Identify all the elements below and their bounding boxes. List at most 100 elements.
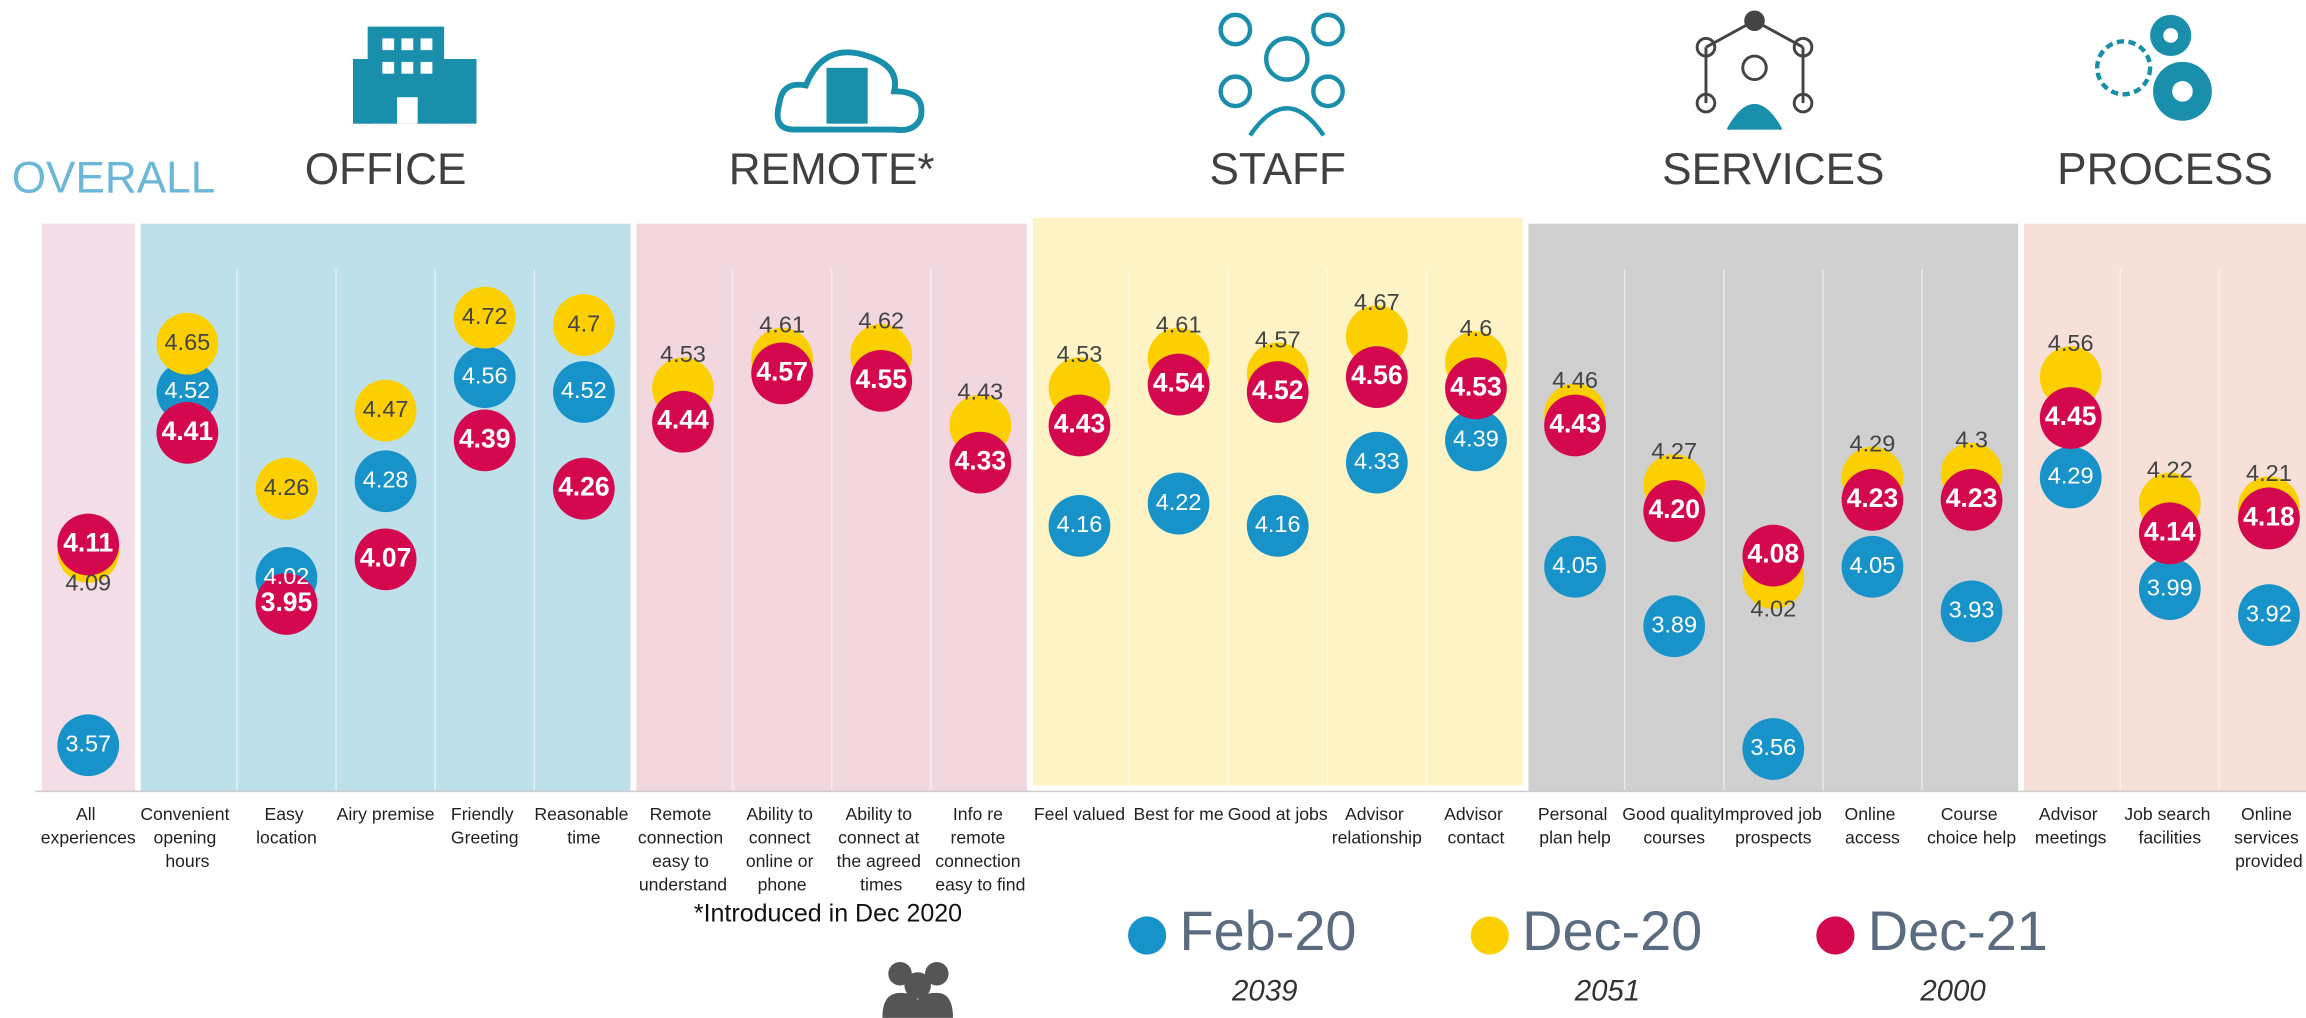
value-label: 4.02 xyxy=(1750,596,1796,622)
x-tick-label: Online services provided xyxy=(2234,804,2304,871)
value-label: 4.43 xyxy=(957,378,1003,404)
legend-sample: 2039 xyxy=(1231,975,1297,1008)
legend-swatch xyxy=(1127,916,1167,955)
value-label: 4.45 xyxy=(2045,401,2097,431)
dot xyxy=(1147,353,1210,416)
dot xyxy=(255,457,318,520)
value-label: 4.54 xyxy=(1153,368,1205,398)
value-label: 4.6 xyxy=(1460,315,1493,341)
value-label: 4.41 xyxy=(162,416,214,446)
value-label: 3.56 xyxy=(1750,734,1796,760)
dot xyxy=(453,286,516,349)
value-label: 4.22 xyxy=(1156,489,1202,515)
dot xyxy=(2238,584,2300,647)
value-label: 4.57 xyxy=(1255,326,1301,352)
value-label: 4.47 xyxy=(363,396,409,422)
value-label: 4.16 xyxy=(1255,511,1301,537)
value-label: 4.39 xyxy=(459,423,511,453)
group-panel xyxy=(41,223,135,792)
process-icon xyxy=(2094,14,2212,121)
staff-icon xyxy=(1218,12,1345,137)
dot xyxy=(1544,394,1606,457)
x-tick-label: All experiences xyxy=(41,804,136,848)
value-label: 4.53 xyxy=(1450,371,1502,401)
dot xyxy=(57,714,120,777)
dot xyxy=(354,528,417,591)
dot xyxy=(1246,361,1309,423)
x-tick-label: Advisor meetings xyxy=(2035,804,2107,848)
value-label: 4.26 xyxy=(264,474,310,500)
legend-label: Dec-21 xyxy=(1868,899,2048,962)
group-title: SERVICES xyxy=(1662,145,1884,194)
value-label: 4.61 xyxy=(759,311,805,337)
x-tick-label: Info re remote connection easy to find xyxy=(935,804,1025,895)
x-tick-label: Advisor relationship xyxy=(1332,804,1422,848)
dot xyxy=(552,457,615,520)
value-label: 4.55 xyxy=(855,364,907,394)
value-label: 4.44 xyxy=(657,405,709,435)
value-label: 4.62 xyxy=(858,308,904,334)
x-tick-label: Convenient opening hours xyxy=(140,804,234,871)
dot xyxy=(57,513,120,576)
dot xyxy=(1345,346,1408,409)
dot xyxy=(1544,535,1606,598)
value-label: 4.21 xyxy=(2246,460,2292,486)
dot xyxy=(1246,494,1309,557)
x-tick-label: Course choice help xyxy=(1927,804,2016,848)
value-label: 4.05 xyxy=(1850,552,1896,578)
x-tick-label: Feel valued xyxy=(1034,804,1125,824)
dot xyxy=(751,342,813,405)
value-label: 3.57 xyxy=(65,730,111,756)
value-label: 4.23 xyxy=(1946,483,1998,513)
x-tick-label: Personal plan help xyxy=(1538,804,1612,848)
value-label: 3.89 xyxy=(1651,611,1697,637)
value-label: 4.09 xyxy=(65,569,111,595)
legend-swatch xyxy=(1816,916,1855,955)
value-label: 4.02 xyxy=(264,563,310,589)
x-tick-label: Easy location xyxy=(256,804,317,848)
value-label: 4.52 xyxy=(1252,375,1304,405)
x-tick-label: Advisor contact xyxy=(1444,804,1508,848)
dot xyxy=(2039,446,2102,509)
x-tick-label: Reasonable time xyxy=(534,804,633,848)
dot xyxy=(1147,472,1210,535)
x-tick-label: Ability to connect at the agreed times xyxy=(837,804,926,895)
value-label: 4.53 xyxy=(1057,341,1103,367)
value-label: 4.43 xyxy=(1054,408,1106,438)
value-label: 4.46 xyxy=(1552,367,1598,393)
x-tick-label: Online access xyxy=(1845,804,1901,848)
group-title: REMOTE* xyxy=(729,145,935,194)
value-label: 3.99 xyxy=(2147,574,2193,600)
value-label: 3.93 xyxy=(1949,597,1995,623)
value-label: 4.67 xyxy=(1354,289,1400,315)
value-label: 4.20 xyxy=(1648,494,1700,524)
dot xyxy=(453,346,516,409)
value-label: 4.27 xyxy=(1651,438,1697,464)
office-icon xyxy=(352,26,477,124)
legend-sample: 2051 xyxy=(1574,975,1640,1008)
value-label: 4.3 xyxy=(1955,427,1988,453)
value-label: 4.52 xyxy=(164,377,210,403)
value-label: 4.14 xyxy=(2144,516,2196,546)
dot xyxy=(552,294,615,356)
value-label: 4.05 xyxy=(1552,552,1598,578)
dot xyxy=(1841,535,1904,598)
group-title: PROCESS xyxy=(2057,145,2273,194)
dot xyxy=(2138,502,2201,565)
value-label: 4.56 xyxy=(462,362,508,388)
dot xyxy=(1742,718,1805,780)
x-tick-label: Improved job prospects xyxy=(1720,804,1827,848)
dot xyxy=(453,409,516,472)
value-label: 4.61 xyxy=(1156,311,1202,337)
dot xyxy=(552,361,615,423)
dot xyxy=(1643,480,1706,542)
services-icon xyxy=(1695,10,1814,131)
legend-label: Feb-20 xyxy=(1179,899,1356,962)
x-tick-label: Remote connection easy to understand xyxy=(638,804,728,895)
value-label: 4.56 xyxy=(1351,360,1403,390)
group-title: OVERALL xyxy=(12,154,216,203)
dot xyxy=(1643,595,1706,658)
x-tick-label: Ability to connect online or phone xyxy=(746,804,819,895)
legend-swatch xyxy=(1470,916,1509,955)
x-tick-label: Job search facilities xyxy=(2124,804,2215,848)
